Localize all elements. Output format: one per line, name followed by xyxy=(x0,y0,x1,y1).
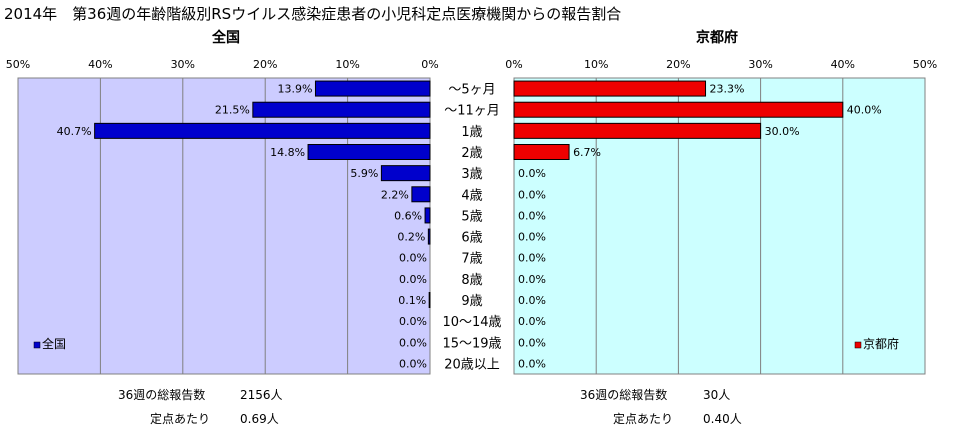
kyoto-plot-area xyxy=(513,77,926,375)
national-tick-label: 0% xyxy=(421,58,438,71)
national-tick-label: 30% xyxy=(171,58,195,71)
kyoto-data-label: 0.0% xyxy=(518,209,546,222)
kyoto-tick-label: 20% xyxy=(666,58,690,71)
category-label: 10〜14歳 xyxy=(442,315,501,330)
national-total-label: 36週の総報告数 xyxy=(118,388,206,402)
national-data-label: 0.6% xyxy=(394,209,422,222)
national-legend-label: 全国 xyxy=(42,336,66,351)
kyoto-data-label: 0.0% xyxy=(518,357,546,370)
kyoto-tick-label: 30% xyxy=(748,58,772,71)
national-data-label: 40.7% xyxy=(57,125,92,138)
category-label: 7歳 xyxy=(461,252,482,267)
kyoto-total-label: 36週の総報告数 xyxy=(580,388,668,402)
kyoto-data-label: 6.7% xyxy=(573,146,601,159)
national-bar xyxy=(411,186,431,203)
national-legend-swatch xyxy=(33,341,41,349)
national-data-label: 0.0% xyxy=(399,273,427,286)
category-label: 8歳 xyxy=(461,273,482,288)
national-bar xyxy=(252,101,431,118)
national-data-label: 13.9% xyxy=(278,83,313,96)
kyoto-data-label: 0.0% xyxy=(518,252,546,265)
national-bar xyxy=(94,122,431,139)
national-panel-title: 全国 xyxy=(211,29,240,46)
kyoto-data-label: 0.0% xyxy=(518,294,546,307)
national-data-label: 21.5% xyxy=(215,104,250,117)
kyoto-tick-label: 40% xyxy=(831,58,855,71)
category-label: 〜5ヶ月 xyxy=(448,83,495,98)
kyoto-data-label: 40.0% xyxy=(847,104,882,117)
kyoto-bar xyxy=(513,101,844,118)
kyoto-data-label: 23.3% xyxy=(710,83,745,96)
kyoto-data-label: 0.0% xyxy=(518,231,546,244)
national-data-label: 5.9% xyxy=(350,167,378,180)
national-total-value: 2156人 xyxy=(240,388,283,402)
kyoto-legend-swatch xyxy=(854,341,862,349)
national-data-label: 0.0% xyxy=(399,357,427,370)
category-label: 6歳 xyxy=(461,231,482,246)
category-label: 3歳 xyxy=(461,167,482,182)
kyoto-bar xyxy=(513,80,707,97)
national-bar xyxy=(427,228,431,245)
kyoto-legend-label: 京都府 xyxy=(863,336,899,351)
category-label: 〜11ヶ月 xyxy=(444,104,500,119)
national-per-label: 定点あたり xyxy=(150,412,211,426)
national-bar xyxy=(314,80,431,97)
national-data-label: 2.2% xyxy=(381,188,409,201)
kyoto-bar xyxy=(513,144,570,160)
kyoto-data-label: 0.0% xyxy=(518,188,546,201)
kyoto-data-label: 30.0% xyxy=(765,125,800,138)
category-label: 5歳 xyxy=(461,209,482,224)
national-data-label: 14.8% xyxy=(270,146,305,159)
national-tick-label: 40% xyxy=(88,58,112,71)
national-tick-label: 50% xyxy=(6,58,30,71)
category-label: 2歳 xyxy=(461,146,482,161)
category-label: 20歳以上 xyxy=(444,357,500,372)
national-bar xyxy=(428,292,431,308)
category-label: 4歳 xyxy=(461,188,482,203)
national-bar xyxy=(424,207,431,224)
kyoto-tick-label: 50% xyxy=(913,58,937,71)
kyoto-data-label: 0.0% xyxy=(518,315,546,328)
national-data-label: 0.1% xyxy=(398,294,426,307)
category-label: 1歳 xyxy=(461,125,482,140)
kyoto-panel-title: 京都府 xyxy=(696,29,738,46)
national-bar xyxy=(307,144,431,160)
kyoto-tick-label: 10% xyxy=(584,58,608,71)
national-tick-label: 10% xyxy=(335,58,359,71)
national-per-value: 0.69人 xyxy=(240,412,279,426)
national-tick-label: 20% xyxy=(253,58,277,71)
category-label: 9歳 xyxy=(461,294,482,309)
national-data-label: 0.0% xyxy=(399,315,427,328)
kyoto-bar xyxy=(513,122,762,139)
kyoto-data-label: 0.0% xyxy=(518,167,546,180)
kyoto-data-label: 0.0% xyxy=(518,273,546,286)
kyoto-data-label: 0.0% xyxy=(518,336,546,349)
kyoto-per-value: 0.40人 xyxy=(703,412,742,426)
chart-title: 2014年 第36週の年齢階級別RSウイルス感染症患者の小児科定点医療機関からの… xyxy=(4,5,622,23)
national-plot-area xyxy=(17,77,431,375)
national-bar xyxy=(380,165,431,182)
national-data-label: 0.0% xyxy=(399,336,427,349)
kyoto-tick-label: 0% xyxy=(505,58,522,71)
national-data-label: 0.0% xyxy=(399,252,427,265)
kyoto-total-value: 30人 xyxy=(703,388,731,402)
kyoto-per-label: 定点あたり xyxy=(613,412,674,426)
category-label: 15〜19歳 xyxy=(442,336,501,351)
national-data-label: 0.2% xyxy=(397,231,425,244)
